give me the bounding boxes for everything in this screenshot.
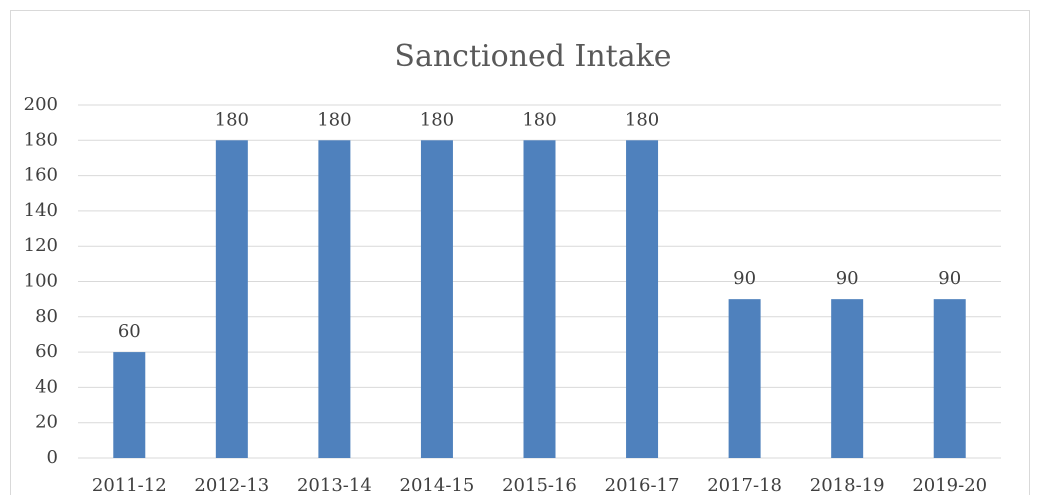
y-tick-label: 20 — [35, 412, 58, 433]
data-label: 180 — [625, 109, 659, 130]
x-tick-label: 2017-18 — [707, 475, 782, 495]
bar — [626, 140, 659, 459]
data-label: 60 — [118, 321, 141, 342]
data-label: 180 — [215, 109, 249, 130]
bar — [728, 299, 761, 458]
x-tick-label: 2013-14 — [297, 475, 372, 495]
x-tick-label: 2014-15 — [400, 475, 475, 495]
data-label: 180 — [522, 109, 556, 130]
x-tick-label: 2015-16 — [502, 475, 577, 495]
x-tick-label: 2011-12 — [92, 475, 167, 495]
data-label: 90 — [938, 268, 961, 289]
x-tick-label: 2019-20 — [912, 475, 987, 495]
x-tick-label: 2016-17 — [605, 475, 680, 495]
y-tick-label: 120 — [24, 235, 58, 256]
y-tick-label: 60 — [35, 341, 58, 362]
data-label: 180 — [317, 109, 351, 130]
y-tick-label: 0 — [47, 447, 58, 468]
bar — [933, 299, 966, 458]
x-tick-label: 2012-13 — [194, 475, 269, 495]
data-label: 90 — [836, 268, 859, 289]
bar — [420, 140, 453, 459]
y-tick-label: 200 — [24, 94, 58, 115]
bar — [523, 140, 556, 459]
y-tick-label: 40 — [35, 376, 58, 397]
data-label: 180 — [420, 109, 454, 130]
y-tick-label: 80 — [35, 306, 58, 327]
y-tick-label: 160 — [24, 165, 58, 186]
bar — [831, 299, 864, 458]
bar — [215, 140, 248, 459]
data-label: 90 — [733, 268, 756, 289]
y-tick-label: 140 — [24, 200, 58, 221]
bar — [113, 352, 146, 458]
y-tick-label: 100 — [24, 271, 58, 292]
bar — [318, 140, 351, 459]
x-tick-label: 2018-19 — [810, 475, 885, 495]
chart-title: Sanctioned Intake — [394, 39, 671, 74]
y-tick-label: 180 — [24, 129, 58, 150]
